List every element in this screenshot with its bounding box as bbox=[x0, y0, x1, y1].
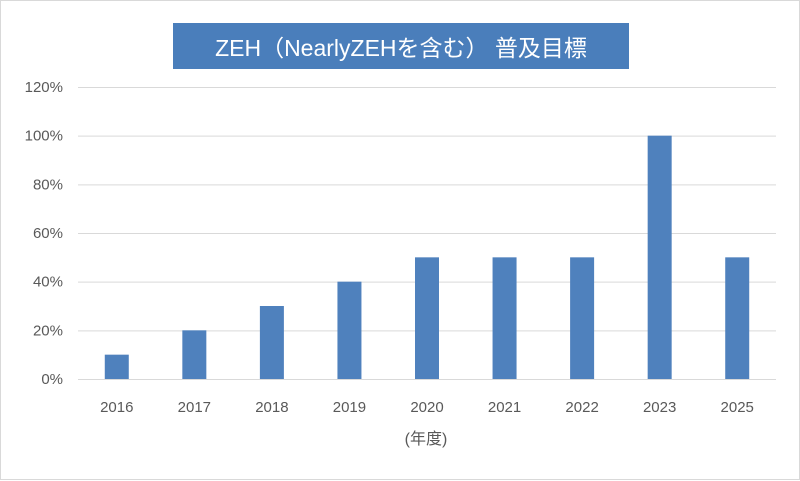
x-axis-title: (年度) bbox=[405, 430, 448, 448]
bar-2019 bbox=[337, 281, 362, 379]
x-tick-label: 2020 bbox=[410, 399, 443, 416]
x-tick-label: 2019 bbox=[333, 399, 366, 416]
y-tick-label: 80% bbox=[33, 176, 63, 193]
y-tick-label: 40% bbox=[33, 274, 63, 291]
bar-2022 bbox=[570, 257, 595, 379]
bar-2021 bbox=[492, 257, 517, 379]
bar-2017 bbox=[182, 330, 207, 379]
y-tick-label: 100% bbox=[25, 128, 63, 145]
x-tick-label: 2022 bbox=[565, 399, 598, 416]
x-tick-label: 2018 bbox=[255, 399, 288, 416]
bars bbox=[104, 135, 750, 379]
x-tick-label: 2025 bbox=[721, 399, 754, 416]
x-tick-label: 2023 bbox=[643, 399, 676, 416]
x-axis-tick-labels: 2016 2017 2018 2019 2020 2021 2022 2023 2025 bbox=[100, 399, 754, 416]
y-tick-label: 20% bbox=[33, 322, 63, 339]
chart-title: ZEH（NearlyZEHを含む） 普及目標 bbox=[173, 23, 629, 69]
x-tick-label: 2016 bbox=[100, 399, 133, 416]
y-tick-label: 0% bbox=[41, 371, 63, 388]
bar-2023 bbox=[647, 135, 672, 379]
x-tick-label: 2017 bbox=[178, 399, 211, 416]
y-axis-tick-labels: 0% 20% 40% 60% 80% 100% 120% bbox=[25, 79, 63, 388]
bar-2025 bbox=[725, 257, 750, 379]
bar-2016 bbox=[104, 354, 129, 379]
bar-2018 bbox=[259, 306, 284, 379]
y-tick-label: 60% bbox=[33, 225, 63, 242]
y-tick-label: 120% bbox=[25, 79, 63, 96]
bar-2020 bbox=[415, 257, 439, 379]
x-tick-label: 2021 bbox=[488, 399, 521, 416]
